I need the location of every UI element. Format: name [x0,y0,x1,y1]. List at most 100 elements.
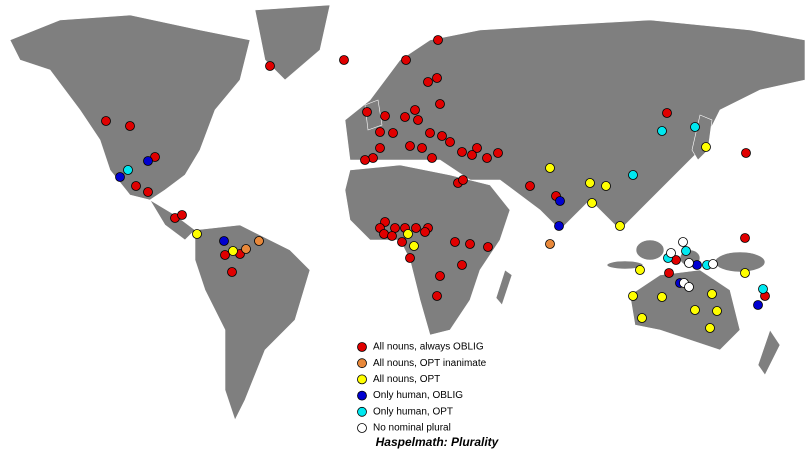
language-point [740,268,750,278]
language-point [705,323,715,333]
language-point [587,198,597,208]
legend-marker [357,374,367,385]
language-point [131,181,141,191]
legend-marker [357,390,367,401]
language-point [368,153,378,163]
legend-marker [357,423,367,433]
language-point [143,187,153,197]
language-point [411,223,421,233]
language-point [684,258,694,268]
language-point [220,250,230,260]
language-point [254,236,264,246]
language-point [712,306,722,316]
language-point [483,242,493,252]
legend-marker [357,358,367,369]
language-point [410,105,420,115]
language-point [401,55,411,65]
language-point [701,142,711,152]
language-point [554,221,564,231]
language-point [637,313,647,323]
language-point [678,237,688,247]
language-point [435,99,445,109]
language-point [375,143,385,153]
language-point [684,282,694,292]
language-point [753,300,763,310]
language-point [545,163,555,173]
language-point [400,112,410,122]
language-point [413,115,423,125]
language-point [241,244,251,254]
legend-label: Only human, OBLIG [373,390,463,401]
language-point [219,236,229,246]
language-point [465,239,475,249]
language-point [397,237,407,247]
language-point [457,260,467,270]
language-point [472,143,482,153]
language-point [457,147,467,157]
language-point [555,196,565,206]
language-point [458,175,468,185]
language-point [375,127,385,137]
legend-marker [357,342,367,352]
language-point [662,108,672,118]
language-point [664,268,674,278]
language-point [482,153,492,163]
language-point [405,141,415,151]
language-point [628,291,638,301]
language-point [339,55,349,65]
language-point [362,107,372,117]
language-point [601,181,611,191]
language-points [101,35,770,333]
language-point [758,284,768,294]
language-point [403,229,413,239]
legend: All nouns, always OBLIG All nouns, OPT in… [357,342,487,434]
language-point [690,305,700,315]
language-point [432,291,442,301]
language-point [707,289,717,299]
language-point [379,229,389,239]
language-point [101,116,111,126]
language-point [265,61,275,71]
language-point [125,121,135,131]
language-point [708,259,718,269]
language-point [740,233,750,243]
language-point [227,267,237,277]
language-point [420,227,430,237]
language-point [115,172,125,182]
language-point [585,178,595,188]
language-point [437,131,447,141]
language-point [435,271,445,281]
language-point [467,150,477,160]
language-point [692,260,702,270]
language-point [143,156,153,166]
legend-marker [357,406,367,417]
language-point [192,229,202,239]
language-point [690,122,700,132]
language-point [635,265,645,275]
language-point [657,292,667,302]
language-point [425,128,435,138]
language-point [666,248,676,258]
language-point [423,77,433,87]
caption: Haspelmath: Plurality [376,435,500,449]
language-point [387,231,397,241]
legend-label: All nouns, OPT [373,374,440,385]
language-point [450,237,460,247]
language-point [615,221,625,231]
language-point [380,111,390,121]
language-point [493,148,503,158]
language-point [657,126,667,136]
language-point [360,155,370,165]
language-point [628,170,638,180]
language-point [228,246,238,256]
language-point [525,181,535,191]
language-point [433,35,443,45]
legend-label: Only human, OPT [373,406,453,417]
language-point [681,246,691,256]
legend-label: All nouns, OPT inanimate [373,358,487,369]
language-point [427,153,437,163]
language-point [388,128,398,138]
language-point [409,241,419,251]
legend-label: All nouns, always OBLIG [373,342,484,353]
